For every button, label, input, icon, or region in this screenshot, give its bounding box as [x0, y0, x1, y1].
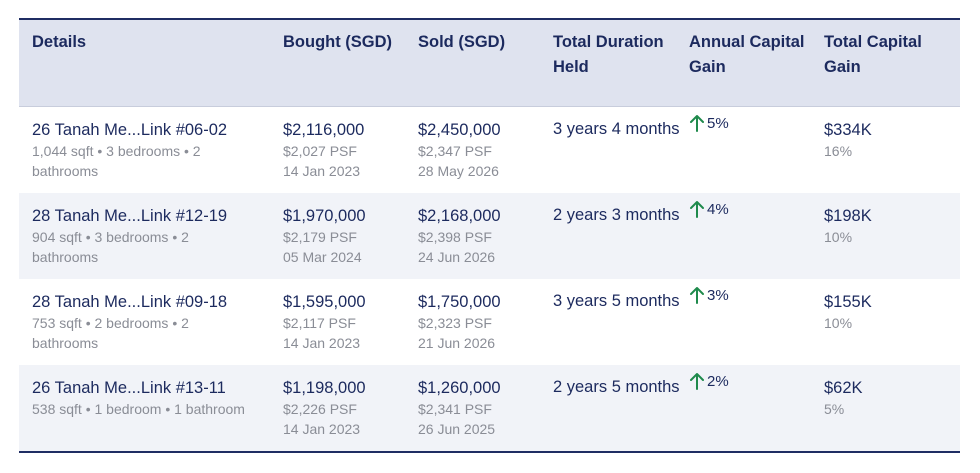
bought-psf: $2,027 PSF [283, 143, 357, 159]
annual-gain-cell: 3% [689, 279, 824, 304]
sold-cell: $1,260,000 $2,341 PSF 26 Jun 2025 [418, 365, 553, 451]
unit-specs: 904 sqft • 3 bedrooms • 2 bathrooms [32, 229, 189, 265]
annual-gain-value: 2% [707, 372, 729, 390]
unit-specs: 1,044 sqft • 3 bedrooms • 2 bathrooms [32, 143, 201, 179]
unit-address: 26 Tanah Me...Link #13-11 [32, 379, 226, 397]
total-gain-percent: 10% [824, 229, 853, 245]
bought-psf: $2,117 PSF [283, 315, 356, 331]
details-cell: 28 Tanah Me...Link #09-18 753 sqft • 2 b… [19, 279, 283, 365]
table-row: 26 Tanah Me...Link #13-11 538 sqft • 1 b… [19, 365, 960, 451]
bought-cell: $2,116,000 $2,027 PSF 14 Jan 2023 [283, 107, 418, 193]
bought-psf: $2,226 PSF [283, 401, 357, 417]
total-gain-value: $62K [824, 379, 863, 397]
table-row: 26 Tanah Me...Link #06-02 1,044 sqft • 3… [19, 107, 960, 193]
bought-cell: $1,595,000 $2,117 PSF 14 Jan 2023 [283, 279, 418, 365]
bought-date: 14 Jan 2023 [283, 421, 361, 437]
bought-date: 14 Jan 2023 [283, 163, 361, 179]
annual-gain-value: 4% [707, 200, 729, 218]
total-gain-cell: $62K 5% [824, 365, 947, 451]
table-bottom-rule [19, 451, 960, 453]
header-duration: Total Duration Held [553, 33, 664, 76]
duration-held: 2 years 5 months [553, 378, 680, 396]
total-gain-cell: $198K 10% [824, 193, 947, 279]
unit-address: 26 Tanah Me...Link #06-02 [32, 121, 228, 139]
table-header: Details Bought (SGD) Sold (SGD) Total Du… [19, 20, 960, 107]
table-row: 28 Tanah Me...Link #09-18 753 sqft • 2 b… [19, 279, 960, 365]
annual-gain-cell: 5% [689, 107, 824, 132]
total-gain-cell: $334K 16% [824, 107, 947, 193]
annual-gain-cell: 4% [689, 193, 824, 218]
sold-price: $1,260,000 [418, 379, 501, 397]
table-top-rule [19, 18, 960, 20]
arrow-up-icon [690, 115, 704, 132]
header-annual-gain: Annual Capital Gain [689, 33, 805, 76]
total-gain-value: $198K [824, 207, 872, 225]
header-details: Details [32, 33, 87, 51]
bought-cell: $1,970,000 $2,179 PSF 05 Mar 2024 [283, 193, 418, 279]
duration-held: 3 years 5 months [553, 292, 680, 310]
unit-address: 28 Tanah Me...Link #09-18 [32, 293, 228, 311]
unit-specs: 538 sqft • 1 bedroom • 1 bathroom [32, 401, 245, 417]
bought-price: $1,970,000 [283, 207, 366, 225]
total-gain-value: $334K [824, 121, 872, 139]
header-total-gain: Total Capital Gain [824, 33, 922, 76]
bought-date: 14 Jan 2023 [283, 335, 361, 351]
total-gain-value: $155K [824, 293, 872, 311]
bought-price: $1,595,000 [283, 293, 366, 311]
total-gain-percent: 5% [824, 401, 845, 417]
sold-cell: $2,450,000 $2,347 PSF 28 May 2026 [418, 107, 553, 193]
sold-price: $1,750,000 [418, 293, 501, 311]
sold-psf: $2,347 PSF [418, 143, 492, 159]
unit-specs: 753 sqft • 2 bedrooms • 2 bathrooms [32, 315, 189, 351]
sold-psf: $2,323 PSF [418, 315, 492, 331]
arrow-up-icon [690, 373, 704, 390]
bought-date: 05 Mar 2024 [283, 249, 362, 265]
duration-held: 2 years 3 months [553, 206, 680, 224]
sold-cell: $1,750,000 $2,323 PSF 21 Jun 2026 [418, 279, 553, 365]
arrow-up-icon [690, 287, 704, 304]
bought-psf: $2,179 PSF [283, 229, 357, 245]
sold-date: 26 Jun 2025 [418, 421, 496, 437]
annual-gain-value: 3% [707, 286, 729, 304]
details-cell: 26 Tanah Me...Link #06-02 1,044 sqft • 3… [19, 107, 283, 193]
bought-price: $1,198,000 [283, 379, 366, 397]
annual-gain-value: 5% [707, 114, 729, 132]
sold-price: $2,450,000 [418, 121, 501, 139]
sold-date: 28 May 2026 [418, 163, 499, 179]
total-gain-percent: 10% [824, 315, 853, 331]
total-gain-cell: $155K 10% [824, 279, 947, 365]
duration-held: 3 years 4 months [553, 120, 680, 138]
table-row: 28 Tanah Me...Link #12-19 904 sqft • 3 b… [19, 193, 960, 279]
header-bought: Bought (SGD) [283, 33, 393, 51]
arrow-up-icon [690, 201, 704, 218]
sold-psf: $2,341 PSF [418, 401, 492, 417]
unit-address: 28 Tanah Me...Link #12-19 [32, 207, 228, 225]
bought-price: $2,116,000 [283, 121, 365, 139]
sold-cell: $2,168,000 $2,398 PSF 24 Jun 2026 [418, 193, 553, 279]
total-gain-percent: 16% [824, 143, 853, 159]
bought-cell: $1,198,000 $2,226 PSF 14 Jan 2023 [283, 365, 418, 451]
details-cell: 28 Tanah Me...Link #12-19 904 sqft • 3 b… [19, 193, 283, 279]
transactions-table: Details Bought (SGD) Sold (SGD) Total Du… [19, 18, 960, 453]
sold-date: 21 Jun 2026 [418, 335, 496, 351]
annual-gain-cell: 2% [689, 365, 824, 390]
details-cell: 26 Tanah Me...Link #13-11 538 sqft • 1 b… [19, 365, 283, 451]
header-sold: Sold (SGD) [418, 33, 506, 51]
sold-date: 24 Jun 2026 [418, 249, 496, 265]
sold-price: $2,168,000 [418, 207, 501, 225]
sold-psf: $2,398 PSF [418, 229, 492, 245]
